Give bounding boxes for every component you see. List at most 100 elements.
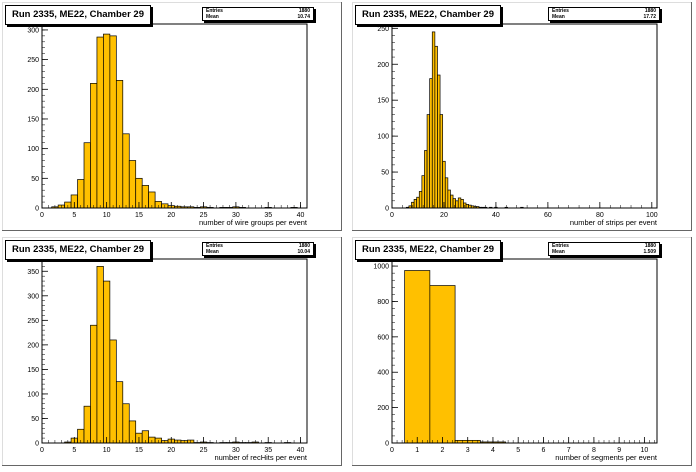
plot-frame bbox=[41, 258, 308, 444]
y-tick-label: 150 bbox=[377, 98, 389, 105]
x-tick-label: 8 bbox=[592, 447, 596, 454]
histogram-bar bbox=[455, 200, 459, 209]
x-tick-label: 1 bbox=[415, 447, 419, 454]
histogram-bar bbox=[413, 199, 418, 209]
y-tick-label: 0 bbox=[385, 206, 389, 213]
histogram-bar bbox=[109, 339, 117, 444]
y-tick-label: 250 bbox=[377, 26, 389, 33]
histogram-bar bbox=[442, 160, 446, 209]
histogram-plot: 0 5 10 15 20 25 30 35 40 0 50 100 150 200 250 300 number… bbox=[27, 23, 308, 227]
x-tick-label: 35 bbox=[264, 447, 272, 454]
histogram-bar bbox=[103, 33, 111, 209]
x-tick-label: 5 bbox=[72, 212, 76, 219]
histogram-bar bbox=[421, 175, 425, 209]
y-tick-label: 200 bbox=[377, 62, 389, 69]
x-tick-label: 15 bbox=[135, 447, 143, 454]
stats-mean-value: 10.04 bbox=[297, 249, 310, 255]
stats-box: Entries 1880 Mean 1.509 bbox=[548, 242, 660, 256]
stats-mean-label: Mean bbox=[206, 14, 219, 20]
x-tick-label: 30 bbox=[232, 447, 240, 454]
histogram-pad-2: Run 2335, ME22, Chamber 29 Entries 1880 M… bbox=[352, 2, 692, 231]
x-tick-label: 20 bbox=[440, 212, 448, 219]
histogram-bar bbox=[141, 185, 149, 209]
x-tick-label: 40 bbox=[297, 212, 305, 219]
x-tick-label: 15 bbox=[135, 212, 143, 219]
x-tick-label: 40 bbox=[297, 447, 305, 454]
histogram-bar bbox=[128, 420, 137, 444]
histogram-bar bbox=[83, 405, 91, 444]
histogram-bar bbox=[429, 285, 456, 444]
x-tick-label: 0 bbox=[40, 212, 44, 219]
y-tick-label: 200 bbox=[27, 87, 39, 94]
plot-area bbox=[42, 259, 307, 443]
x-tick-label: 35 bbox=[264, 212, 272, 219]
y-tick-label: 0 bbox=[35, 206, 39, 213]
stats-mean-label: Mean bbox=[206, 249, 219, 255]
x-tick-label: 2 bbox=[441, 447, 445, 454]
y-tick-label: 100 bbox=[27, 391, 39, 398]
histogram-bar bbox=[96, 36, 104, 209]
x-tick-label: 60 bbox=[544, 212, 552, 219]
histogram-bar bbox=[90, 324, 98, 444]
x-tick-label: 6 bbox=[541, 447, 545, 454]
pad-title: Run 2335, ME22, Chamber 29 bbox=[5, 5, 151, 25]
y-tick-label: 0 bbox=[35, 441, 39, 448]
y-tick-label: 50 bbox=[31, 176, 39, 183]
y-tick-label: 50 bbox=[381, 170, 389, 177]
y-tick-label: 250 bbox=[27, 318, 39, 325]
histogram-bar bbox=[122, 403, 130, 444]
histogram-plot: 0 1 2 3 4 5 6 7 8 9 10 0 200 400 600 800 1000 number of s… bbox=[373, 258, 658, 462]
x-tick-label: 4 bbox=[491, 447, 495, 454]
pad-title: Run 2335, ME22, Chamber 29 bbox=[355, 240, 501, 260]
histogram-bar bbox=[77, 179, 85, 209]
histogram-bar bbox=[426, 114, 431, 209]
histogram-bar bbox=[465, 204, 469, 209]
x-tick-label: 3 bbox=[466, 447, 470, 454]
y-tick-label: 200 bbox=[27, 342, 39, 349]
histogram-bar bbox=[444, 177, 449, 209]
stats-mean-label: Mean bbox=[552, 14, 565, 20]
histogram-bar bbox=[90, 83, 98, 209]
x-tick-label: 20 bbox=[167, 212, 175, 219]
histogram-bar bbox=[109, 35, 117, 209]
x-tick-label: 7 bbox=[567, 447, 571, 454]
stats-mean-label: Mean bbox=[552, 249, 565, 255]
stats-entries-value: 1880 bbox=[644, 243, 656, 249]
histogram-bar bbox=[457, 197, 462, 209]
x-tick-label: 100 bbox=[646, 212, 658, 219]
stats-entries-label: Entries bbox=[206, 8, 223, 14]
histogram-bar bbox=[431, 31, 436, 209]
y-tick-label: 400 bbox=[377, 370, 389, 377]
x-tick-label: 9 bbox=[617, 447, 621, 454]
histogram-bar bbox=[83, 142, 91, 209]
y-tick-label: 350 bbox=[27, 269, 39, 276]
x-axis-label: number of recHits per event bbox=[214, 453, 307, 462]
x-tick-label: 5 bbox=[516, 447, 520, 454]
plot-frame bbox=[41, 23, 308, 209]
stats-mean-value: 10.74 bbox=[297, 14, 310, 20]
histogram-bar bbox=[115, 80, 124, 209]
histogram-bar bbox=[128, 160, 137, 209]
y-tick-label: 200 bbox=[377, 405, 389, 412]
y-tick-label: 0 bbox=[385, 441, 389, 448]
x-tick-label: 10 bbox=[103, 447, 111, 454]
x-axis-label: number of strips per event bbox=[570, 218, 658, 227]
histogram-bar bbox=[437, 74, 441, 209]
y-tick-label: 150 bbox=[27, 367, 39, 374]
histogram-pad-3: Run 2335, ME22, Chamber 29 Entries 1880 M… bbox=[2, 237, 342, 466]
histogram-bar bbox=[122, 133, 130, 209]
x-tick-label: 5 bbox=[72, 447, 76, 454]
x-tick-label: 0 bbox=[390, 447, 394, 454]
plot-frame bbox=[391, 23, 658, 209]
x-tick-label: 20 bbox=[167, 447, 175, 454]
histogram-bar bbox=[404, 270, 431, 444]
pad-title: Run 2335, ME22, Chamber 29 bbox=[5, 240, 151, 260]
histogram-pad-1: Run 2335, ME22, Chamber 29 Entries 1880 M… bbox=[2, 2, 342, 231]
histogram-bar bbox=[424, 150, 428, 209]
stats-mean-value: 17.72 bbox=[643, 14, 656, 20]
y-tick-label: 150 bbox=[27, 116, 39, 123]
stats-box: Entries 1880 Mean 17.72 bbox=[548, 7, 660, 21]
histogram-bar bbox=[450, 194, 454, 209]
y-tick-label: 600 bbox=[377, 334, 389, 341]
stats-entries-label: Entries bbox=[552, 8, 569, 14]
